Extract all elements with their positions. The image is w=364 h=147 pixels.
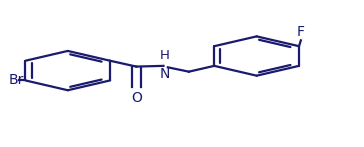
Text: F: F <box>297 25 305 39</box>
Text: H: H <box>160 49 170 62</box>
Text: N: N <box>159 67 170 81</box>
Text: O: O <box>131 91 142 105</box>
Text: Br: Br <box>8 73 24 87</box>
